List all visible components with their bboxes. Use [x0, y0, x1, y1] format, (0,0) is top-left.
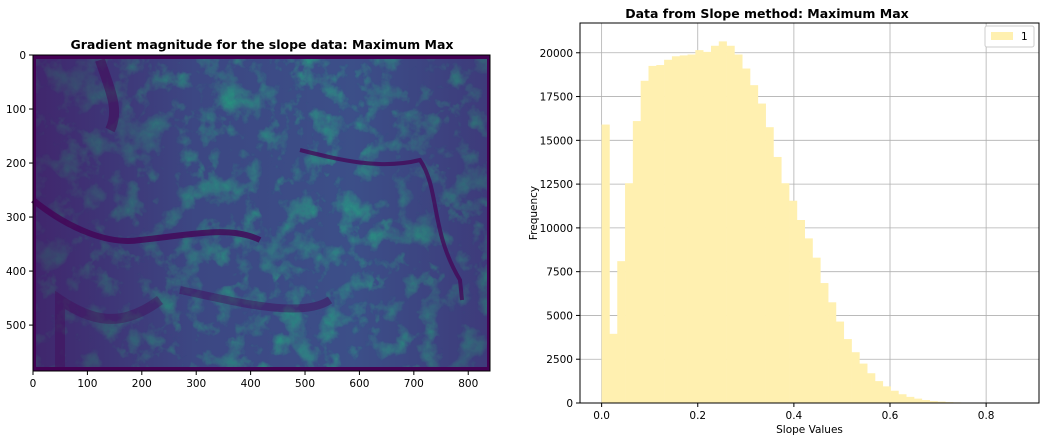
histogram-x-tick-label: 0.6 [882, 410, 899, 422]
heatmap-x-axis: 0 100 200 300 400 500 600 700 800 [30, 371, 478, 390]
histogram-legend: 1 [984, 25, 1035, 48]
histogram-y-tick-label: 12500 [540, 179, 573, 191]
histogram-bar [742, 68, 751, 403]
histogram-bar [671, 56, 681, 404]
heatmap-x-tick-label: 300 [186, 378, 206, 390]
histogram-bar [617, 261, 626, 403]
histogram-y-tick-label: 15000 [540, 135, 573, 147]
histogram-bar [750, 85, 759, 404]
histogram-bar [695, 50, 704, 404]
histogram-bar [921, 400, 930, 403]
histogram-bar [718, 41, 727, 404]
histogram-bar [757, 103, 766, 404]
histogram-x-tick-label: 0.8 [978, 410, 995, 422]
histogram-bar [859, 363, 868, 403]
histogram-bar [640, 80, 649, 403]
histogram-bar [843, 339, 852, 403]
histogram-bar [851, 352, 860, 403]
histogram-title: Data from Slope method: Maximum Max [625, 6, 909, 21]
heatmap-title: Gradient magnitude for the slope data: M… [71, 37, 454, 52]
heatmap-x-tick-label: 100 [77, 378, 97, 390]
histogram-bar [679, 55, 688, 404]
heatmap-x-tick-label: 200 [132, 378, 152, 390]
heatmap-y-tick-label: 500 [6, 320, 26, 332]
histogram-bar [898, 394, 907, 403]
histogram-y-tick-label: 5000 [546, 310, 573, 322]
legend-label: 1 [1021, 31, 1028, 43]
histogram-bar [710, 45, 720, 403]
histogram-bar [632, 121, 641, 403]
heatmap-y-tick-label: 400 [6, 266, 26, 278]
heatmap-x-tick-label: 0 [30, 378, 37, 390]
heatmap-frame [32, 54, 491, 372]
heatmap-panel: Gradient magnitude for the slope data: M… [6, 37, 491, 390]
histogram-bar [835, 321, 845, 403]
histogram-panel: Data from Slope method: Maximum Max 0.0 0… [528, 6, 1040, 436]
histogram-y-axis: 0 2500 5000 7500 10000 12500 15000 17500 20000 [540, 48, 580, 410]
heatmap-y-tick-label: 300 [6, 212, 26, 224]
histogram-bar [890, 390, 899, 403]
histogram-bar [687, 54, 696, 403]
histogram-y-tick-label: 2500 [546, 354, 573, 366]
histogram-bars [601, 41, 1009, 404]
heatmap-y-tick-label: 100 [6, 104, 26, 116]
histogram-y-tick-label: 7500 [546, 267, 573, 279]
heatmap-x-tick-label: 800 [458, 378, 478, 390]
histogram-x-tick-label: 0.2 [689, 410, 706, 422]
histogram-bar [820, 283, 829, 403]
heatmap-x-tick-label: 700 [404, 378, 424, 390]
histogram-x-tick-label: 0.0 [593, 410, 610, 422]
histogram-bar [914, 398, 923, 403]
histogram-x-label: Slope Values [776, 424, 843, 436]
histogram-y-label: Frequency [528, 186, 540, 240]
histogram-bar [929, 401, 938, 403]
histogram-bar [796, 220, 805, 403]
heatmap-x-tick-label: 600 [349, 378, 369, 390]
heatmap-y-axis: 0 100 200 300 400 500 [6, 50, 33, 332]
histogram-bar [734, 54, 743, 403]
histogram-bar [726, 45, 735, 403]
histogram-bar [812, 257, 821, 403]
histogram-frame [579, 22, 1040, 404]
histogram-bar [867, 373, 876, 403]
heatmap-y-tick-label: 0 [19, 50, 26, 62]
heatmap-x-tick-label: 500 [295, 378, 315, 390]
histogram-bar [703, 51, 712, 403]
histogram-bar [789, 200, 798, 403]
histogram-x-tick-label: 0.4 [786, 410, 803, 422]
histogram-y-tick-label: 20000 [540, 48, 573, 60]
histogram-bar [882, 386, 891, 403]
heatmap-image [31, 55, 490, 371]
histogram-bar [828, 302, 837, 403]
histogram-bar [656, 65, 665, 403]
histogram-bar [765, 127, 774, 404]
histogram-bar [609, 333, 618, 403]
histogram-bar [625, 183, 634, 403]
legend-swatch [991, 32, 1013, 40]
histogram-bar [773, 156, 782, 403]
histogram-bar [648, 65, 657, 403]
histogram-y-tick-label: 0 [566, 398, 573, 410]
histogram-bar [664, 59, 673, 403]
heatmap-x-tick-label: 400 [241, 378, 261, 390]
histogram-x-axis: 0.0 0.2 0.4 0.6 0.8 [593, 403, 994, 422]
histogram-bar [906, 396, 915, 403]
histogram-bar [874, 381, 884, 403]
histogram-y-tick-label: 10000 [540, 223, 573, 235]
histogram-bar [781, 183, 790, 403]
heatmap-y-tick-label: 200 [6, 158, 26, 170]
histogram-bar [601, 124, 610, 403]
histogram-bar [937, 401, 946, 403]
histogram-bar [804, 238, 813, 403]
histogram-y-tick-label: 17500 [540, 92, 573, 104]
